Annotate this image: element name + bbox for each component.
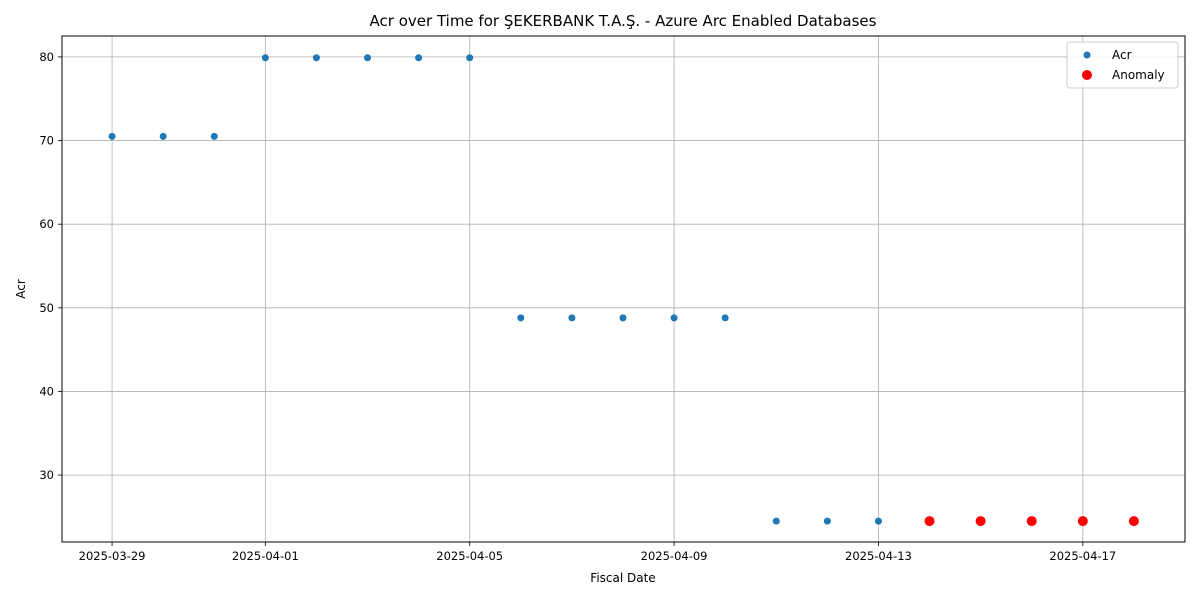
acr-point [721,314,729,322]
anomaly-point [975,516,986,527]
acr-point [670,314,678,322]
x-tick-label: 2025-04-17 [1049,549,1116,563]
y-tick-label: 70 [39,134,54,148]
acr-point [261,54,269,62]
legend-label-acr: Acr [1112,48,1132,62]
acr-point [874,517,882,525]
legend: Acr Anomaly [1066,41,1179,89]
anomaly-point [924,516,935,527]
acr-point [108,132,116,140]
acr-point [466,54,474,62]
anomaly-point [1128,516,1139,527]
x-axis-label: Fiscal Date [590,571,655,585]
anomaly-point [1026,516,1037,527]
grid-lines [62,36,1185,542]
y-tick-label: 50 [39,301,54,315]
acr-point [772,517,780,525]
y-tick-label: 80 [39,50,54,64]
acr-point [364,54,372,62]
x-tick-label: 2025-03-29 [79,549,146,563]
acr-point [415,54,423,62]
acr-point [568,314,576,322]
acr-point [823,517,831,525]
y-tick-label: 60 [39,217,54,231]
acr-point [159,132,167,140]
y-tick-label: 30 [39,468,54,482]
legend-marker-acr [1083,51,1091,59]
x-tick-label: 2025-04-01 [232,549,299,563]
acr-point [210,132,218,140]
x-tick-label: 2025-04-05 [436,549,503,563]
legend-box [1066,41,1179,89]
y-axis-ticks: 30 40 50 60 70 80 [39,50,62,482]
x-tick-label: 2025-04-09 [641,549,708,563]
x-tick-label: 2025-04-13 [845,549,912,563]
chart-title: Acr over Time for ŞEKERBANK T.A.Ş. - Azu… [370,12,877,30]
x-axis-ticks: 2025-03-29 2025-04-01 2025-04-05 2025-04-09… [79,542,1116,563]
data-points [108,54,1139,527]
legend-marker-anomaly [1082,70,1092,80]
anomaly-point [1077,516,1088,527]
acr-point [619,314,627,322]
acr-point [312,54,320,62]
legend-label-anomaly: Anomaly [1112,68,1165,82]
acr-point [517,314,525,322]
y-axis-label: Acr [14,279,28,299]
y-tick-label: 40 [39,384,54,398]
plot-frame [61,35,1186,543]
